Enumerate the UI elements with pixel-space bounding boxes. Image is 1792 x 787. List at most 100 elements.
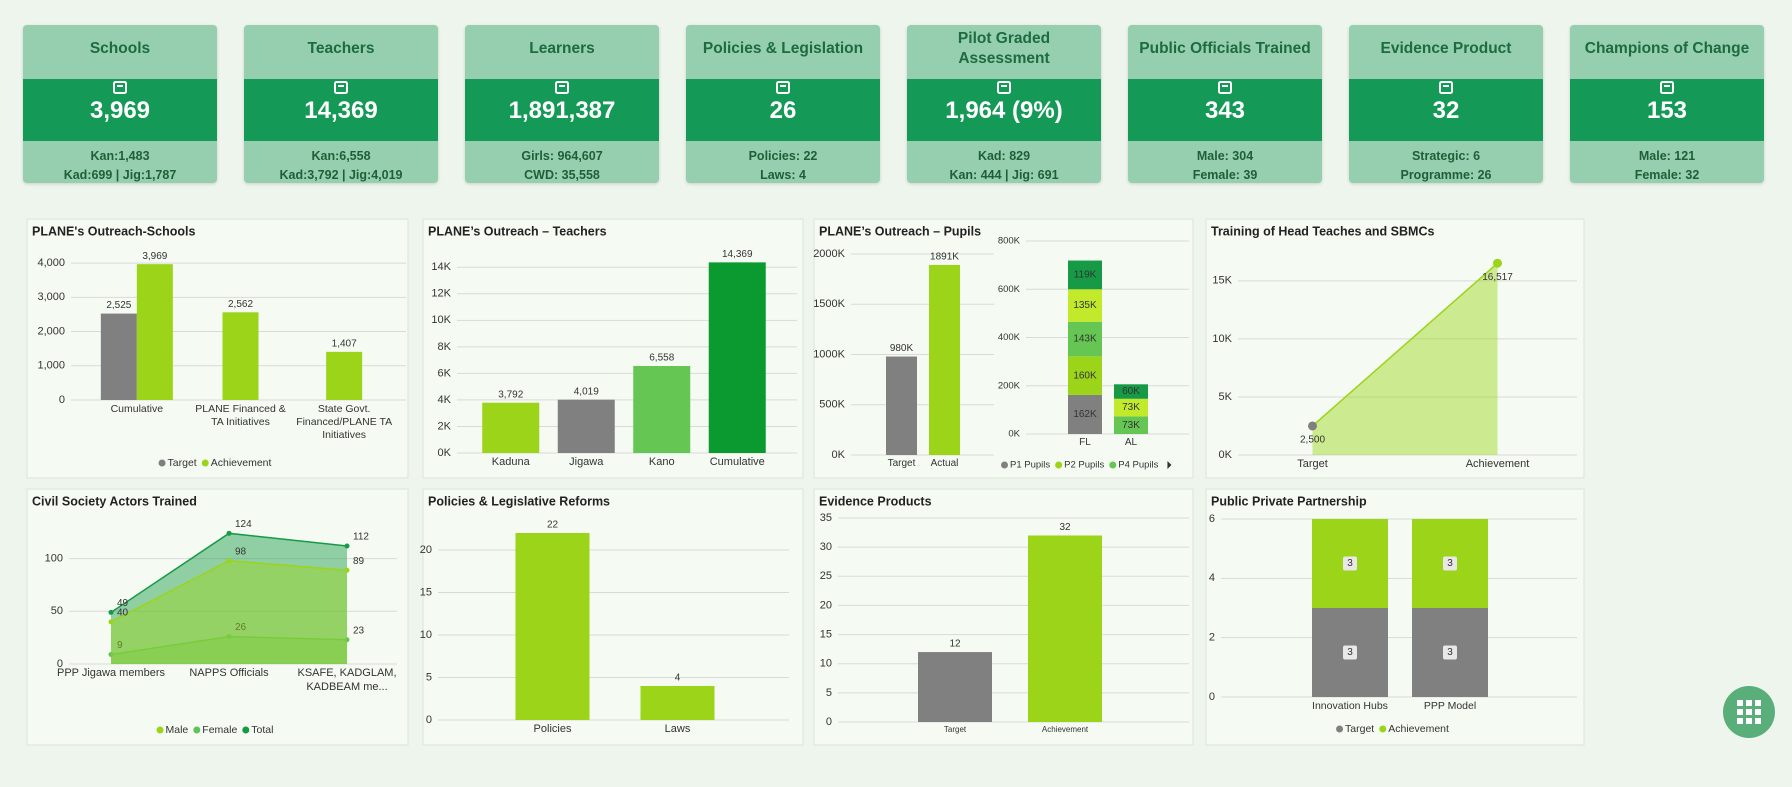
y-tick-label: 0 — [826, 716, 832, 728]
x-tick-label: Laws — [664, 723, 691, 735]
y-tick-label: 5 — [826, 687, 832, 699]
value-label: 6,558 — [649, 353, 674, 364]
y-tick-label: 0 — [426, 714, 432, 726]
y-tick-label: 600K — [998, 284, 1021, 295]
card-title: Policies & Legislation — [702, 39, 864, 57]
x-tick-label-box: Kaduna — [492, 456, 530, 468]
y-tick-label: 20 — [820, 599, 832, 611]
y-tick-label: 0 — [59, 394, 65, 406]
menu-button[interactable] — [1723, 686, 1775, 738]
kpi-card: Learners 1,891,387 Girls: 964,607 CWD: 35,5… — [465, 25, 659, 183]
x-tick-label: Cumulative — [110, 403, 164, 415]
value-label: 14,369 — [722, 249, 753, 260]
card-details: Girls: 964,607 CWD: 35,558 — [465, 141, 659, 183]
x-tick-label-box: Policies — [534, 723, 572, 735]
card-band: 1,891,387 — [465, 79, 659, 141]
bar — [633, 365, 691, 453]
card-title: Teachers — [307, 39, 375, 57]
bar — [708, 262, 766, 453]
y-tick-label: 1500K — [813, 298, 845, 310]
y-tick-label: 1000K — [813, 348, 845, 360]
y-tick-label: 0K — [1219, 449, 1233, 461]
card-band: 343 — [1128, 79, 1322, 141]
y-tick-label: 0K — [832, 449, 846, 461]
card-detail: Kad: 829 — [977, 149, 1031, 163]
chart-title: PLANE’s Outreach – Teachers — [428, 224, 607, 238]
value-label: 73K — [1122, 420, 1140, 431]
bar-segment — [1114, 398, 1148, 417]
y-tick-label: 30 — [820, 541, 832, 553]
value-label: 12 — [949, 639, 961, 650]
x-tick-label-box: State Govt. Financed/PLANE TA Initiative… — [296, 403, 392, 441]
bar — [482, 402, 540, 453]
card-icon — [776, 81, 790, 94]
panel — [1205, 218, 1585, 479]
panel — [813, 218, 1194, 479]
value-label: 3,969 — [142, 251, 167, 262]
card-icon — [1660, 81, 1674, 94]
value-label: 3 — [1347, 647, 1353, 658]
point — [108, 652, 114, 658]
y-tick-label: 10 — [420, 629, 432, 641]
card-icon — [334, 81, 348, 94]
y-tick-label: 2K — [438, 420, 452, 432]
value-label: 2,500 — [1300, 435, 1325, 446]
card-detail: Kan: 444 | Jig: 691 — [949, 167, 1059, 182]
legend-marker — [158, 459, 166, 467]
value-label: 112 — [353, 532, 369, 543]
card-value: 26 — [769, 97, 797, 124]
x-tick-label: PPP Model — [1423, 700, 1477, 712]
x-tick-label: Achievement — [1465, 458, 1530, 470]
bar — [326, 351, 363, 400]
y-tick-label: 200K — [998, 380, 1021, 391]
x-tick-label: KSAFE, KADGLAM, KADBEAM me... — [297, 667, 397, 693]
bar — [100, 313, 137, 400]
value-label: 22 — [547, 520, 559, 531]
chart-title: Public Private Partnership — [1211, 494, 1367, 508]
card-detail: Kan:1,483 — [90, 149, 150, 163]
panel — [422, 488, 804, 746]
bar — [222, 312, 259, 400]
line — [1312, 262, 1498, 427]
card-detail: CWD: 35,558 — [524, 167, 600, 182]
bar-segment — [1068, 394, 1102, 434]
card-value: 3,969 — [89, 97, 151, 124]
x-tick-label-box: PPP Model — [1423, 700, 1477, 712]
card-detail: Laws: 4 — [760, 167, 806, 182]
x-tick-label: FL — [1079, 437, 1091, 448]
legend-label: Achievement — [1388, 723, 1449, 735]
card-value: 14,369 — [304, 97, 378, 124]
card-value: 1,891,387 — [508, 97, 616, 124]
x-tick-label-box: Target — [1297, 458, 1328, 470]
x-tick-label: Innovation Hubs — [1312, 700, 1388, 712]
area-fill — [1312, 263, 1498, 455]
card-icon — [997, 81, 1011, 94]
area-fill — [111, 560, 347, 664]
panel — [813, 488, 1194, 746]
chart-title: PLANE's Outreach-Schools — [32, 224, 195, 238]
x-tick-label-box: Target — [888, 458, 916, 469]
x-tick-label-box: KSAFE, KADGLAM, KADBEAM me... — [297, 667, 397, 693]
point — [108, 609, 114, 615]
y-tick-label: 1,000 — [37, 360, 65, 372]
y-tick-label: 400K — [998, 332, 1021, 343]
menu-icon[interactable] — [1737, 700, 1761, 724]
value-label: 2,525 — [106, 300, 131, 311]
value-label-box — [1443, 556, 1457, 571]
card-details: Kan:6,558 Kad:3,792 | Jig:4,019 — [244, 141, 438, 183]
point — [226, 634, 232, 640]
y-tick-label: 0 — [1209, 691, 1215, 703]
bar-segment — [1068, 260, 1102, 290]
y-tick-label: 50 — [51, 605, 63, 617]
card-band: 153 — [1570, 79, 1764, 141]
y-tick-label: 14K — [431, 261, 451, 273]
y-tick-label: 10 — [820, 658, 832, 670]
bar — [557, 399, 615, 453]
y-tick-label: 5 — [426, 671, 432, 683]
x-tick-label: Target — [943, 725, 967, 734]
legend-marker — [201, 459, 209, 467]
y-tick-label: 100 — [45, 553, 63, 565]
card-detail: Kan:6,558 — [311, 149, 371, 163]
value-label: 1,407 — [332, 338, 357, 349]
bar-segment — [1068, 356, 1102, 395]
